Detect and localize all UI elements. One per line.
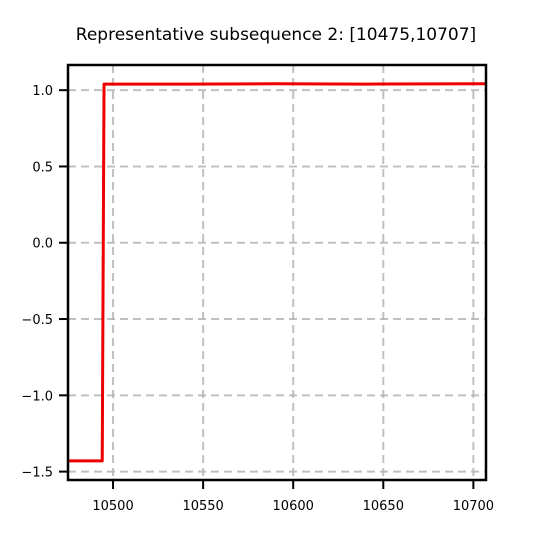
chart-title: Representative subsequence 2: [10475,107… (76, 25, 476, 45)
y-tick-label: 0.0 (32, 237, 53, 252)
x-tick-label: 10550 (182, 499, 223, 514)
grid-layer (68, 65, 486, 480)
y-tick-label: −1.0 (21, 389, 53, 404)
y-tick-label: 0.5 (32, 160, 53, 175)
x-tick-label: 10500 (92, 499, 133, 514)
x-axis: 10500 10550 10600 10650 10700 (92, 480, 494, 514)
y-axis: 1.0 0.5 0.0 −0.5 −1.0 −1.5 (21, 84, 68, 481)
y-tick-label: −0.5 (21, 313, 53, 328)
series-layer (68, 82, 487, 463)
x-tick-label: 10650 (363, 499, 404, 514)
y-tick-label: −1.5 (21, 466, 53, 481)
plot-frame (66, 63, 488, 482)
x-tick-label: 10600 (273, 499, 314, 514)
y-tick-label: 1.0 (32, 84, 53, 99)
x-tick-label: 10700 (453, 499, 494, 514)
series-line (68, 82, 487, 463)
